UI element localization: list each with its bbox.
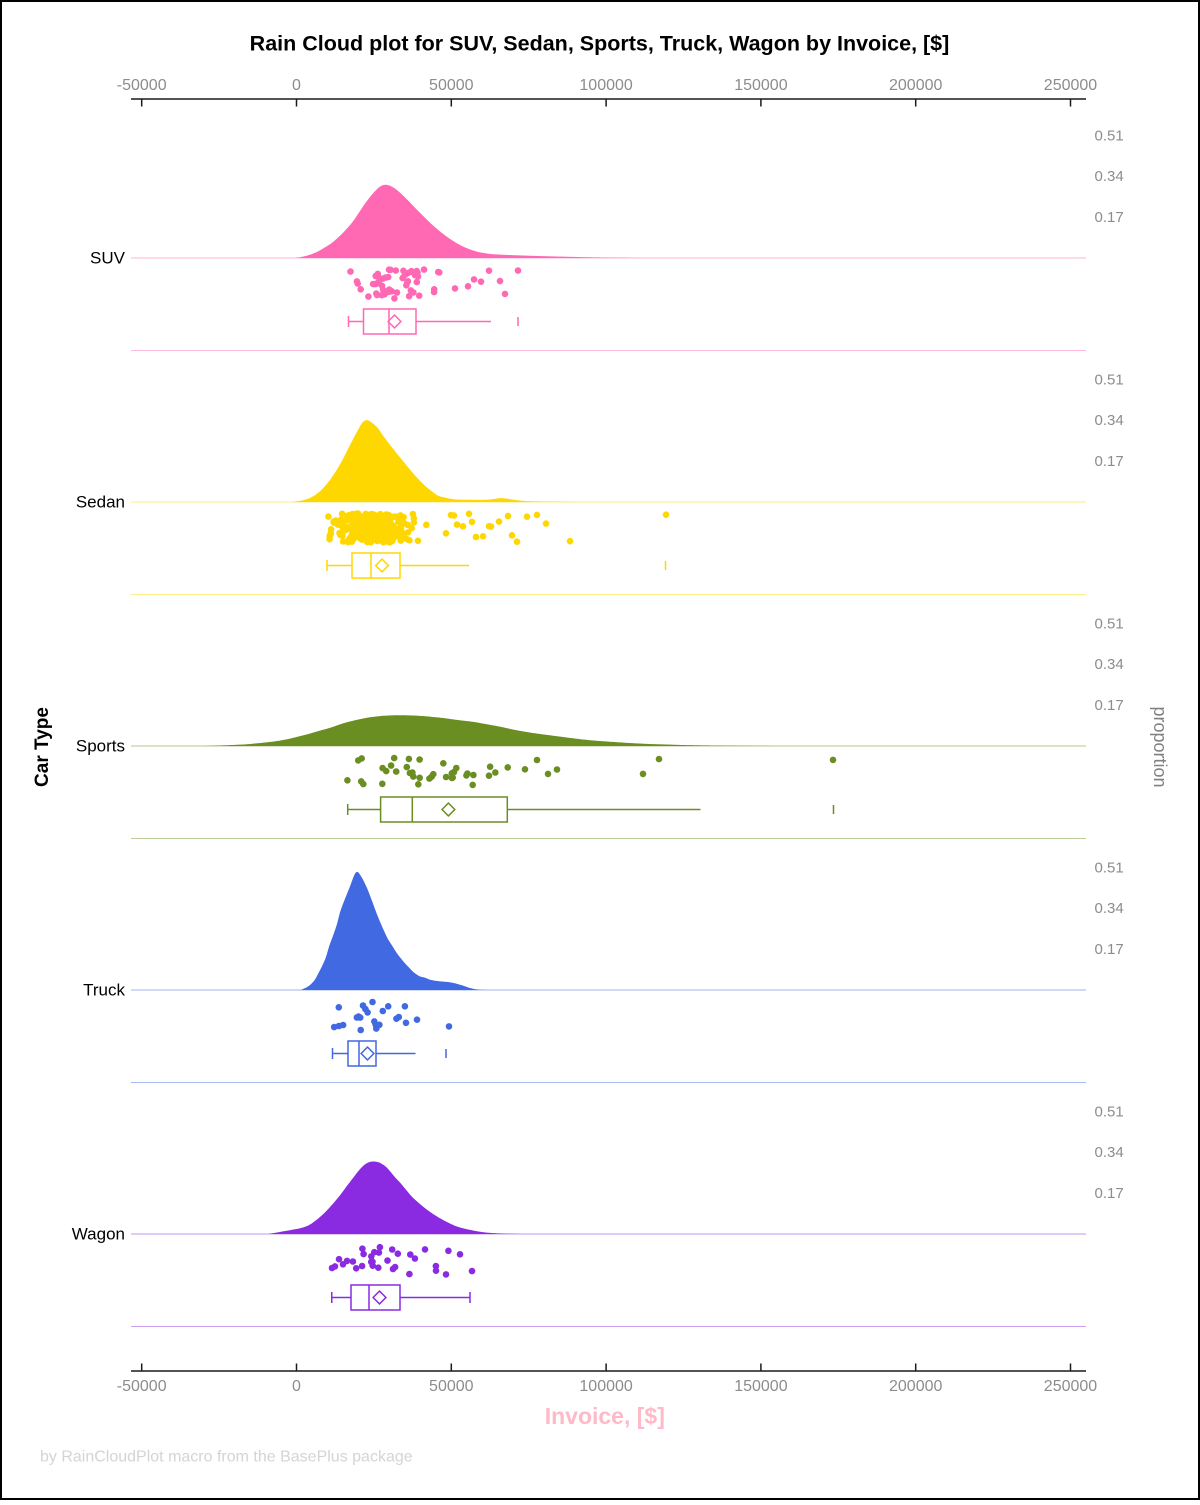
svg-text:0.34: 0.34 (1095, 412, 1124, 429)
svg-text:0.51: 0.51 (1095, 859, 1124, 876)
svg-text:Sedan: Sedan (76, 493, 125, 512)
svg-text:150000: 150000 (734, 1378, 787, 1395)
svg-text:200000: 200000 (889, 77, 942, 94)
svg-text:50000: 50000 (429, 1378, 474, 1395)
svg-text:250000: 250000 (1044, 1378, 1097, 1395)
svg-text:0.51: 0.51 (1095, 1103, 1124, 1120)
svg-text:150000: 150000 (734, 77, 787, 94)
svg-text:by RainCloudPlot macro from th: by RainCloudPlot macro from the BasePlus… (40, 1449, 413, 1466)
svg-text:0.51: 0.51 (1095, 371, 1124, 388)
svg-text:Wagon: Wagon (72, 1225, 125, 1244)
svg-text:0.17: 0.17 (1095, 453, 1124, 470)
svg-text:100000: 100000 (579, 77, 632, 94)
svg-text:250000: 250000 (1044, 77, 1097, 94)
svg-text:0.51: 0.51 (1095, 615, 1124, 632)
svg-text:SUV: SUV (90, 249, 126, 268)
svg-text:0.34: 0.34 (1095, 656, 1124, 673)
svg-text:Sports: Sports (76, 737, 125, 756)
svg-text:-50000: -50000 (117, 77, 167, 94)
svg-text:50000: 50000 (429, 77, 474, 94)
svg-text:0.17: 0.17 (1095, 941, 1124, 958)
svg-text:0.51: 0.51 (1095, 127, 1124, 144)
svg-text:0: 0 (292, 77, 301, 94)
svg-text:100000: 100000 (579, 1378, 632, 1395)
svg-text:0.34: 0.34 (1095, 1144, 1124, 1161)
svg-text:0.17: 0.17 (1095, 209, 1124, 226)
svg-text:0.17: 0.17 (1095, 697, 1124, 714)
svg-text:0.34: 0.34 (1095, 900, 1124, 917)
svg-text:0.17: 0.17 (1095, 1185, 1124, 1202)
svg-text:200000: 200000 (889, 1378, 942, 1395)
svg-text:Truck: Truck (83, 981, 125, 1000)
svg-text:-50000: -50000 (117, 1378, 167, 1395)
svg-text:proportion: proportion (1150, 706, 1170, 787)
svg-text:0: 0 (292, 1378, 301, 1395)
svg-text:Rain Cloud plot for SUV, Sedan: Rain Cloud plot for SUV, Sedan, Sports, … (250, 32, 950, 56)
svg-text:0.34: 0.34 (1095, 168, 1124, 185)
svg-text:Car Type: Car Type (32, 707, 53, 787)
svg-text:Invoice, [$]: Invoice, [$] (545, 1403, 665, 1429)
